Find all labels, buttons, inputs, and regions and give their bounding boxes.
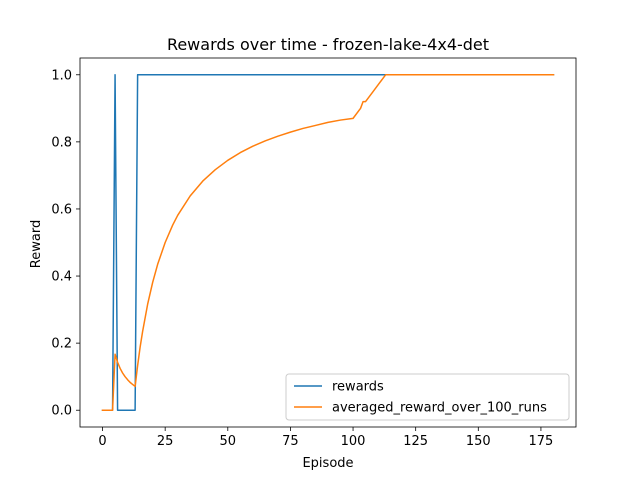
series-line-averaged-reward bbox=[101, 74, 555, 411]
y-axis-label: Reward bbox=[29, 220, 44, 268]
y-tick-label: 0.0 bbox=[51, 404, 72, 419]
x-tick-label: 0 bbox=[98, 434, 106, 449]
y-tick-label: 0.2 bbox=[51, 337, 72, 352]
x-tick-label: 50 bbox=[220, 434, 237, 449]
legend-box bbox=[285, 373, 570, 421]
chart-title: Rewards over time - frozen-lake-4x4-det bbox=[167, 35, 489, 54]
x-tick-label: 75 bbox=[282, 434, 299, 449]
plot-area: 0 25 50 75 100 125 150 175 0.0 0.2 0.4 0.6 0.8 1.0 rew… bbox=[51, 57, 577, 449]
plot-frame bbox=[79, 57, 577, 428]
y-tick-label: 0.6 bbox=[51, 202, 72, 217]
legend-label-averaged-reward: averaged_reward_over_100_runs bbox=[332, 401, 547, 416]
x-tick-label: 100 bbox=[341, 434, 366, 449]
legend-label-rewards: rewards bbox=[332, 380, 384, 395]
x-tick-label: 25 bbox=[157, 434, 174, 449]
x-tick-label: 125 bbox=[403, 434, 428, 449]
x-tick-label: 150 bbox=[466, 434, 491, 449]
y-tick-label: 1.0 bbox=[51, 68, 72, 83]
y-tick-label: 0.8 bbox=[51, 135, 72, 150]
x-axis-label: Episode bbox=[302, 456, 353, 471]
x-tick-label: 175 bbox=[529, 434, 554, 449]
y-tick-label: 0.4 bbox=[51, 270, 72, 285]
